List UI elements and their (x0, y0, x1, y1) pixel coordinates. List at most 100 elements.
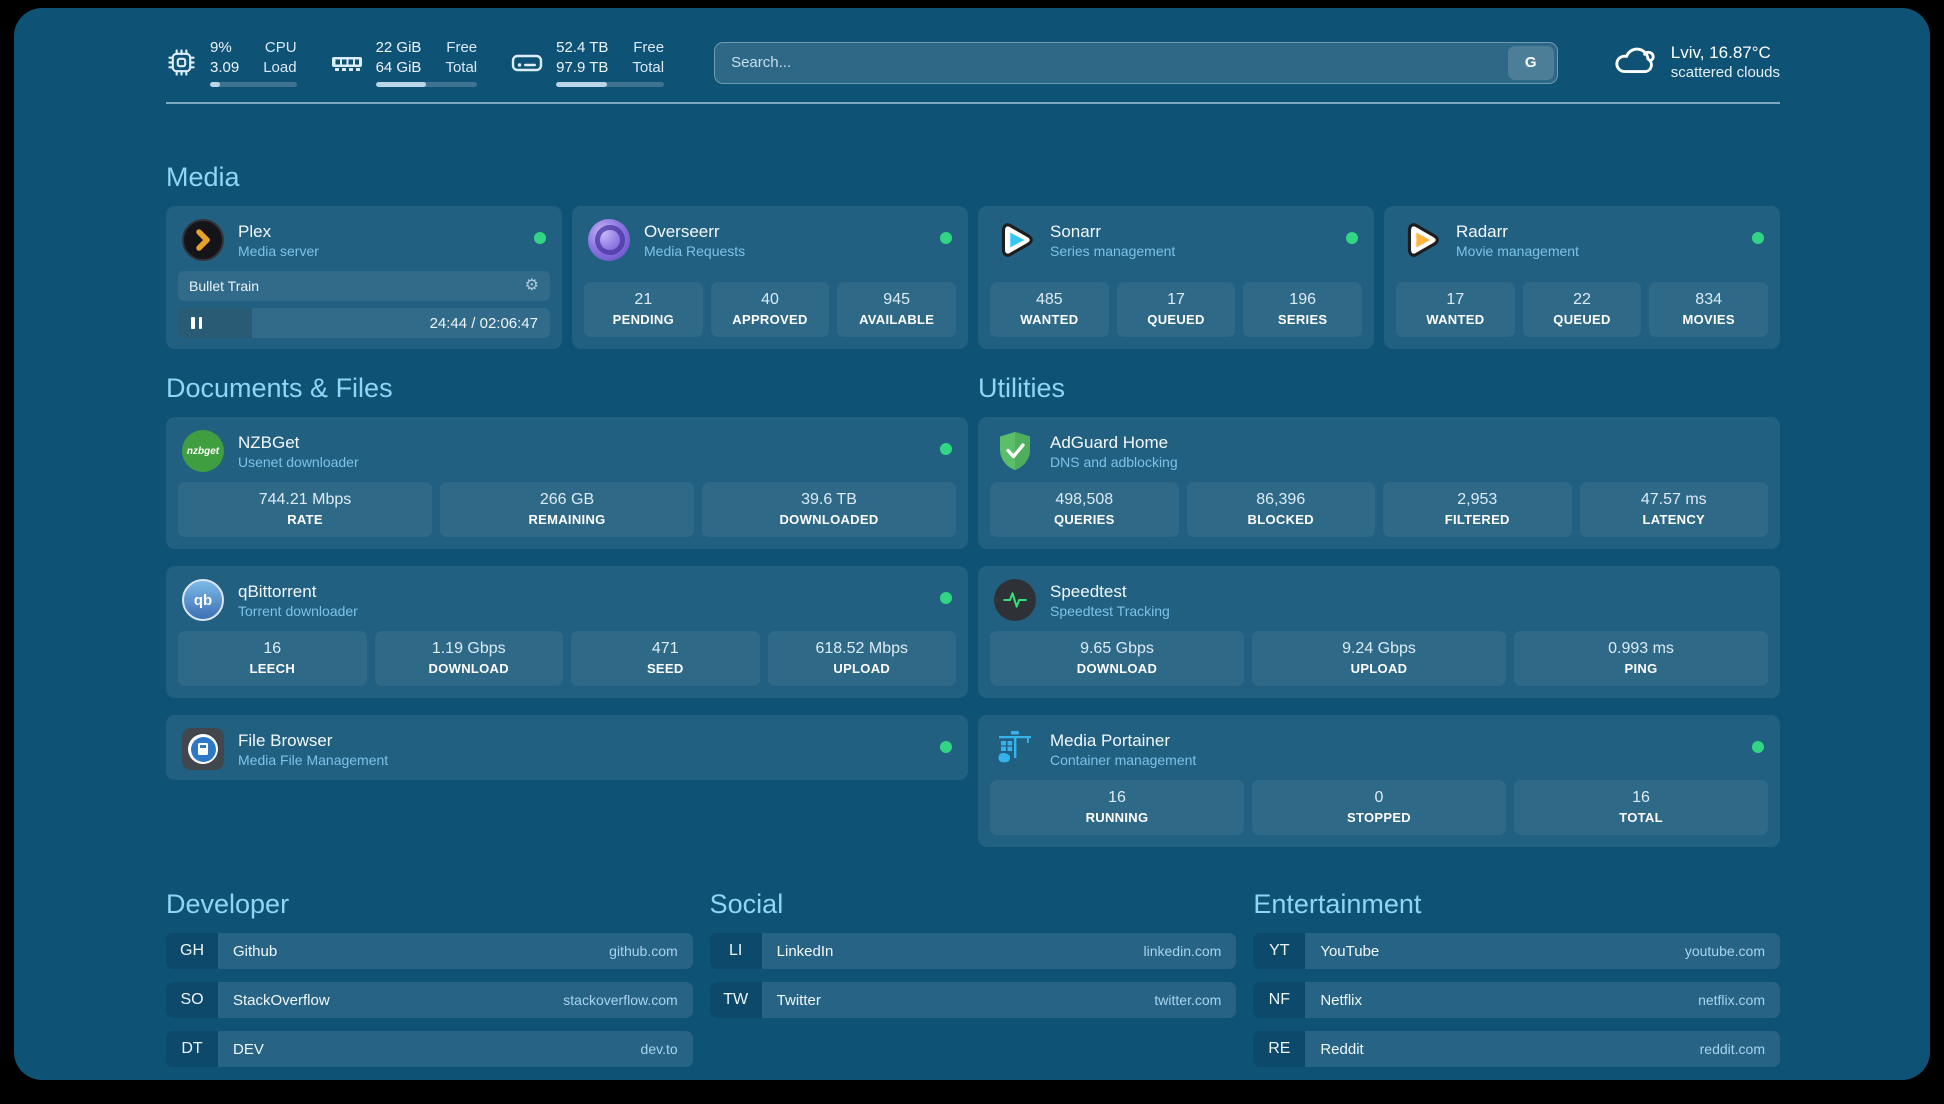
bookmark-youtube[interactable]: YT YouTube youtube.com (1253, 933, 1780, 969)
service-description: Series management (1050, 242, 1176, 259)
bookmark-name: Reddit (1320, 1040, 1364, 1058)
stat-pending: 21 PENDING (584, 282, 703, 337)
bookmark-abbr: LI (709, 933, 762, 969)
header-divider (166, 102, 1780, 104)
status-online-dot (940, 741, 952, 753)
bookmark-url: linkedin.com (1143, 943, 1222, 959)
service-card-overseerr[interactable]: Overseerr Media Requests 21 PENDING 40 A… (572, 206, 968, 349)
stat-stopped: 0 STOPPED (1252, 780, 1506, 835)
memory-progress-bar (375, 82, 478, 87)
stat-leech: 16 LEECH (178, 631, 367, 686)
stat-wanted: 17 WANTED (1396, 282, 1515, 337)
bookmark-url: reddit.com (1699, 1041, 1765, 1057)
bookmark-twitter[interactable]: TW Twitter twitter.com (709, 982, 1237, 1018)
status-online-dot (940, 443, 952, 455)
bookmark-netflix[interactable]: NF Netflix netflix.com (1253, 982, 1780, 1018)
search-provider-button[interactable]: G (1507, 45, 1554, 80)
stat-queries: 498,508 QUERIES (990, 482, 1179, 537)
playback-progress: 24:44 / 02:06:47 (178, 308, 550, 338)
bookmark-dev[interactable]: DT DEV dev.to (166, 1031, 693, 1067)
service-card-radarr[interactable]: Radarr Movie management 17 WANTED 22 QUE… (1384, 206, 1780, 349)
service-name: NZBGet (238, 432, 300, 452)
service-card-filebrowser[interactable]: File Browser Media File Management (166, 715, 968, 780)
bookmark-abbr: DT (166, 1031, 218, 1067)
bookmark-url: stackoverflow.com (563, 992, 678, 1008)
speedtest-icon (994, 579, 1036, 621)
cpu-widget: 9% CPU 3.09 Load (166, 38, 297, 87)
stat-latency: 47.57 ms LATENCY (1579, 482, 1768, 537)
service-description: DNS and adblocking (1050, 453, 1178, 470)
bookmark-stackoverflow[interactable]: SO StackOverflow stackoverflow.com (166, 982, 693, 1018)
bookmark-abbr: GH (166, 933, 218, 969)
dashboard: 9% CPU 3.09 Load (14, 8, 1930, 1080)
bookmark-name: Github (233, 942, 278, 960)
service-name: File Browser (238, 730, 333, 750)
stat-remaining: 266 GB REMAINING (440, 482, 694, 537)
service-description: Torrent downloader (238, 602, 358, 619)
plex-now-playing: Bullet Train ⚙ 24:44 / 02:06:47 (178, 271, 550, 338)
bookmark-group-developer: Developer GH Github github.com SO StackO… (166, 887, 693, 1067)
stat-queued: 17 QUEUED (1116, 282, 1236, 337)
bookmark-name: Netflix (1320, 991, 1363, 1009)
stat-download: 1.19 Gbps DOWNLOAD (374, 631, 563, 686)
memory-free-label: Free (446, 39, 478, 56)
bookmark-reddit[interactable]: RE Reddit reddit.com (1253, 1031, 1780, 1067)
bookmark-name: DEV (233, 1040, 264, 1058)
filebrowser-icon (182, 728, 224, 770)
service-card-plex[interactable]: Plex Media server Bullet Train ⚙ 24:44 /… (166, 206, 562, 349)
weather-condition: scattered clouds (1670, 63, 1780, 81)
search-input[interactable] (714, 41, 1558, 84)
stat-download: 9.65 Gbps DOWNLOAD (990, 631, 1244, 686)
stat-queued: 22 QUEUED (1522, 282, 1642, 337)
qbittorrent-icon: qb (182, 579, 224, 621)
service-description: Speedtest Tracking (1050, 602, 1170, 619)
bookmark-abbr: TW (709, 982, 762, 1018)
playback-elapsed-fill (178, 308, 253, 338)
service-card-qbittorrent[interactable]: qb qBittorrent Torrent downloader 16 LEE… (166, 566, 968, 698)
bookmark-github[interactable]: GH Github github.com (166, 933, 693, 969)
resource-widgets: 9% CPU 3.09 Load (166, 38, 665, 87)
settings-icon[interactable]: ⚙ (524, 277, 539, 294)
service-card-portainer[interactable]: Media Portainer Container management 16 … (978, 715, 1780, 847)
bookmark-linkedin[interactable]: LI LinkedIn linkedin.com (709, 933, 1237, 969)
bookmark-name: YouTube (1320, 942, 1380, 960)
disk-total-label: Total (632, 59, 665, 76)
section-title-utilities: Utilities (978, 373, 1066, 403)
disk-total-value: 97.9 TB (556, 59, 609, 76)
stat-running: 16 RUNNING (990, 780, 1244, 835)
weather-widget: Lviv, 16.87°C scattered clouds (1612, 42, 1780, 83)
bookmark-abbr: SO (166, 982, 218, 1018)
service-card-speedtest[interactable]: Speedtest Speedtest Tracking 9.65 Gbps D… (978, 566, 1780, 698)
status-online-dot (940, 592, 952, 604)
bookmark-name: LinkedIn (776, 942, 834, 960)
stat-rate: 744.21 Mbps RATE (178, 482, 432, 537)
cpu-progress-bar (210, 82, 297, 87)
plex-icon (182, 219, 224, 261)
memory-icon (331, 52, 363, 74)
cpu-progress-fill (210, 82, 221, 87)
bookmark-url: dev.to (640, 1041, 678, 1057)
service-card-nzbget[interactable]: nzbget NZBGet Usenet downloader 744.21 M… (166, 417, 968, 549)
stat-upload: 618.52 Mbps UPLOAD (767, 631, 956, 686)
stat-upload: 9.24 Gbps UPLOAD (1252, 631, 1506, 686)
memory-widget: 22 GiB Free 64 GiB Total (331, 38, 478, 87)
status-online-dot (1346, 232, 1358, 244)
pause-icon[interactable] (191, 317, 202, 329)
bookmark-abbr: YT (1253, 933, 1306, 969)
service-name: qBittorrent (238, 581, 317, 601)
service-name: Media Portainer (1050, 730, 1171, 750)
service-card-sonarr[interactable]: Sonarr Series management 485 WANTED 17 Q… (978, 206, 1374, 349)
disk-icon (511, 50, 543, 76)
bookmark-abbr: RE (1253, 1031, 1306, 1067)
sonarr-icon (994, 219, 1036, 261)
section-title-social: Social (709, 889, 784, 919)
cpu-icon (166, 47, 197, 78)
stat-downloaded: 39.6 TB DOWNLOADED (702, 482, 956, 537)
service-card-adguard[interactable]: AdGuard Home DNS and adblocking 498,508 … (978, 417, 1780, 549)
service-description: Media Requests (644, 242, 746, 259)
stat-blocked: 86,396 BLOCKED (1186, 482, 1375, 537)
media-grid: Plex Media server Bullet Train ⚙ 24:44 /… (166, 206, 1780, 349)
section-title-entertainment: Entertainment (1253, 889, 1422, 919)
cpu-load-value: 3.09 (210, 59, 240, 76)
stat-available: 945 AVAILABLE (837, 282, 956, 337)
